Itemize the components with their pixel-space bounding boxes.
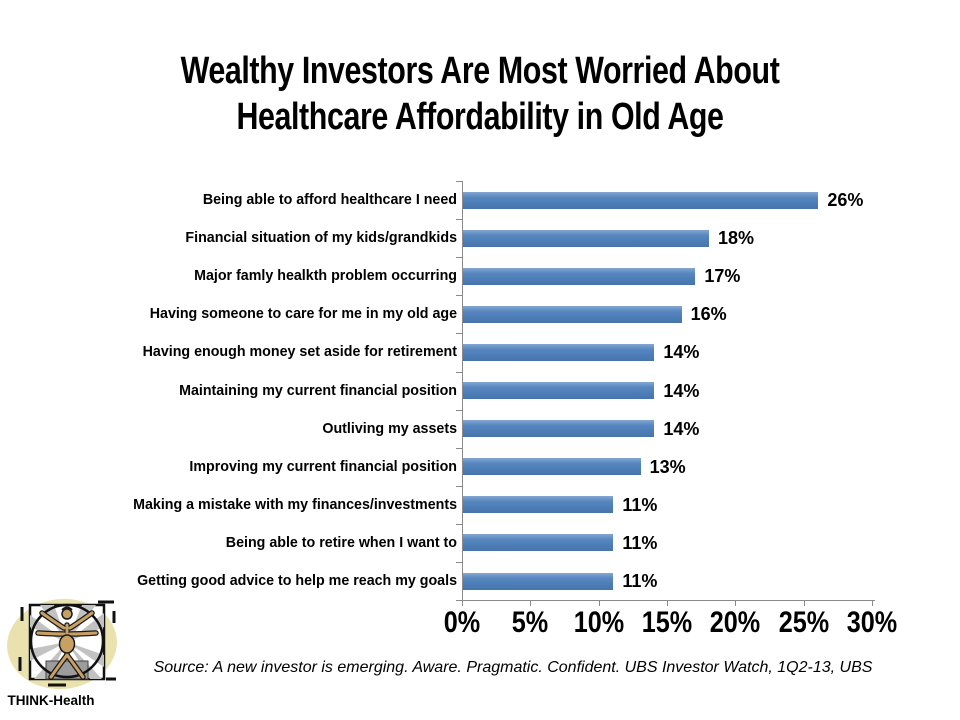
- y-axis-tick: [456, 181, 463, 182]
- y-axis-tick: [456, 562, 463, 563]
- y-axis-line: [462, 181, 463, 600]
- y-axis-tick: [456, 219, 463, 221]
- x-axis-label: 30%: [846, 606, 898, 639]
- value-label: 18%: [718, 228, 755, 249]
- value-label: 11%: [622, 571, 658, 591]
- chart-title: Wealthy Investors Are Most Worried About…: [96, 48, 864, 140]
- y-axis-tick: [456, 523, 463, 525]
- y-axis-tick: [456, 447, 463, 449]
- y-axis-tick: [456, 409, 463, 411]
- value-label: 14%: [663, 342, 700, 363]
- x-axis-label: 10%: [573, 606, 624, 639]
- bar: [463, 229, 709, 247]
- x-axis-label: 0%: [443, 606, 481, 639]
- y-axis-tick: [456, 295, 463, 297]
- bar: [463, 382, 655, 400]
- value-label: 13%: [649, 456, 686, 477]
- value-label: 17%: [704, 266, 741, 287]
- x-axis-label: 15%: [641, 606, 693, 639]
- value-label: 11%: [622, 494, 658, 515]
- vitruvian-man-icon: [7, 598, 117, 690]
- logo-circle: [29, 603, 105, 679]
- category-label: Financial situation of my kids/grandkids: [185, 229, 457, 247]
- source-citation: Source: A new investor is emerging. Awar…: [153, 659, 873, 676]
- category-label: Making a mistake with my finances/invest…: [133, 495, 457, 513]
- bar: [463, 191, 819, 209]
- category-label: Having someone to care for me in my old …: [149, 305, 458, 323]
- y-axis-tick: [456, 333, 463, 335]
- y-axis-tick: [456, 371, 463, 373]
- figure-belly: [58, 634, 76, 654]
- x-axis-tick: [598, 600, 600, 606]
- value-label: 14%: [663, 418, 700, 439]
- bar: [463, 496, 614, 514]
- x-axis-tick: [803, 600, 805, 606]
- category-label: Improving my current financial position: [189, 457, 457, 475]
- category-label: Outliving my assets: [322, 419, 457, 437]
- x-axis-tick: [735, 600, 737, 606]
- figure-hair: [61, 606, 73, 611]
- y-axis-tick: [456, 257, 463, 259]
- bar: [463, 458, 641, 476]
- value-label: 16%: [690, 304, 727, 325]
- bar: [463, 420, 655, 438]
- x-axis-line: [462, 600, 875, 601]
- bar: [463, 343, 655, 361]
- category-label: Maintaining my current financial positio…: [179, 381, 457, 399]
- x-axis-label: 5%: [512, 606, 549, 639]
- category-label: Being able to afford healthcare I need: [202, 191, 457, 208]
- x-axis-label: 25%: [778, 606, 829, 639]
- title-line-1: Wealthy Investors Are Most Worried About: [180, 50, 780, 92]
- bar: [463, 534, 614, 552]
- bar: [463, 305, 682, 323]
- value-label: 11%: [622, 532, 658, 553]
- vitruvian-figure: [35, 606, 99, 680]
- y-axis-tick: [456, 600, 463, 602]
- category-label: Being able to retire when I want to: [225, 533, 457, 551]
- y-axis-tick: [456, 485, 463, 487]
- bar: [463, 572, 614, 590]
- value-label: 14%: [663, 380, 700, 401]
- figure-head: [61, 608, 73, 620]
- x-axis-tick: [667, 600, 668, 606]
- bar: [463, 267, 696, 285]
- logo-crop-marks: [18, 600, 116, 687]
- x-axis-label: 20%: [710, 606, 761, 639]
- category-label: Major famly healkth problem occurring: [194, 267, 457, 285]
- title-line-2: Healthcare Affordability in Old Age: [236, 96, 724, 138]
- value-label: 26%: [827, 190, 864, 210]
- think-health-logo: THINK-Health: [0, 0, 180, 708]
- category-label: Getting good advice to help me reach my …: [137, 572, 457, 589]
- x-axis-tick: [530, 600, 532, 606]
- category-label: Having enough money set aside for retire…: [142, 343, 458, 361]
- x-axis-tick: [872, 600, 873, 606]
- logo-label: THINK-Health: [7, 693, 95, 708]
- x-axis-tick: [462, 600, 463, 606]
